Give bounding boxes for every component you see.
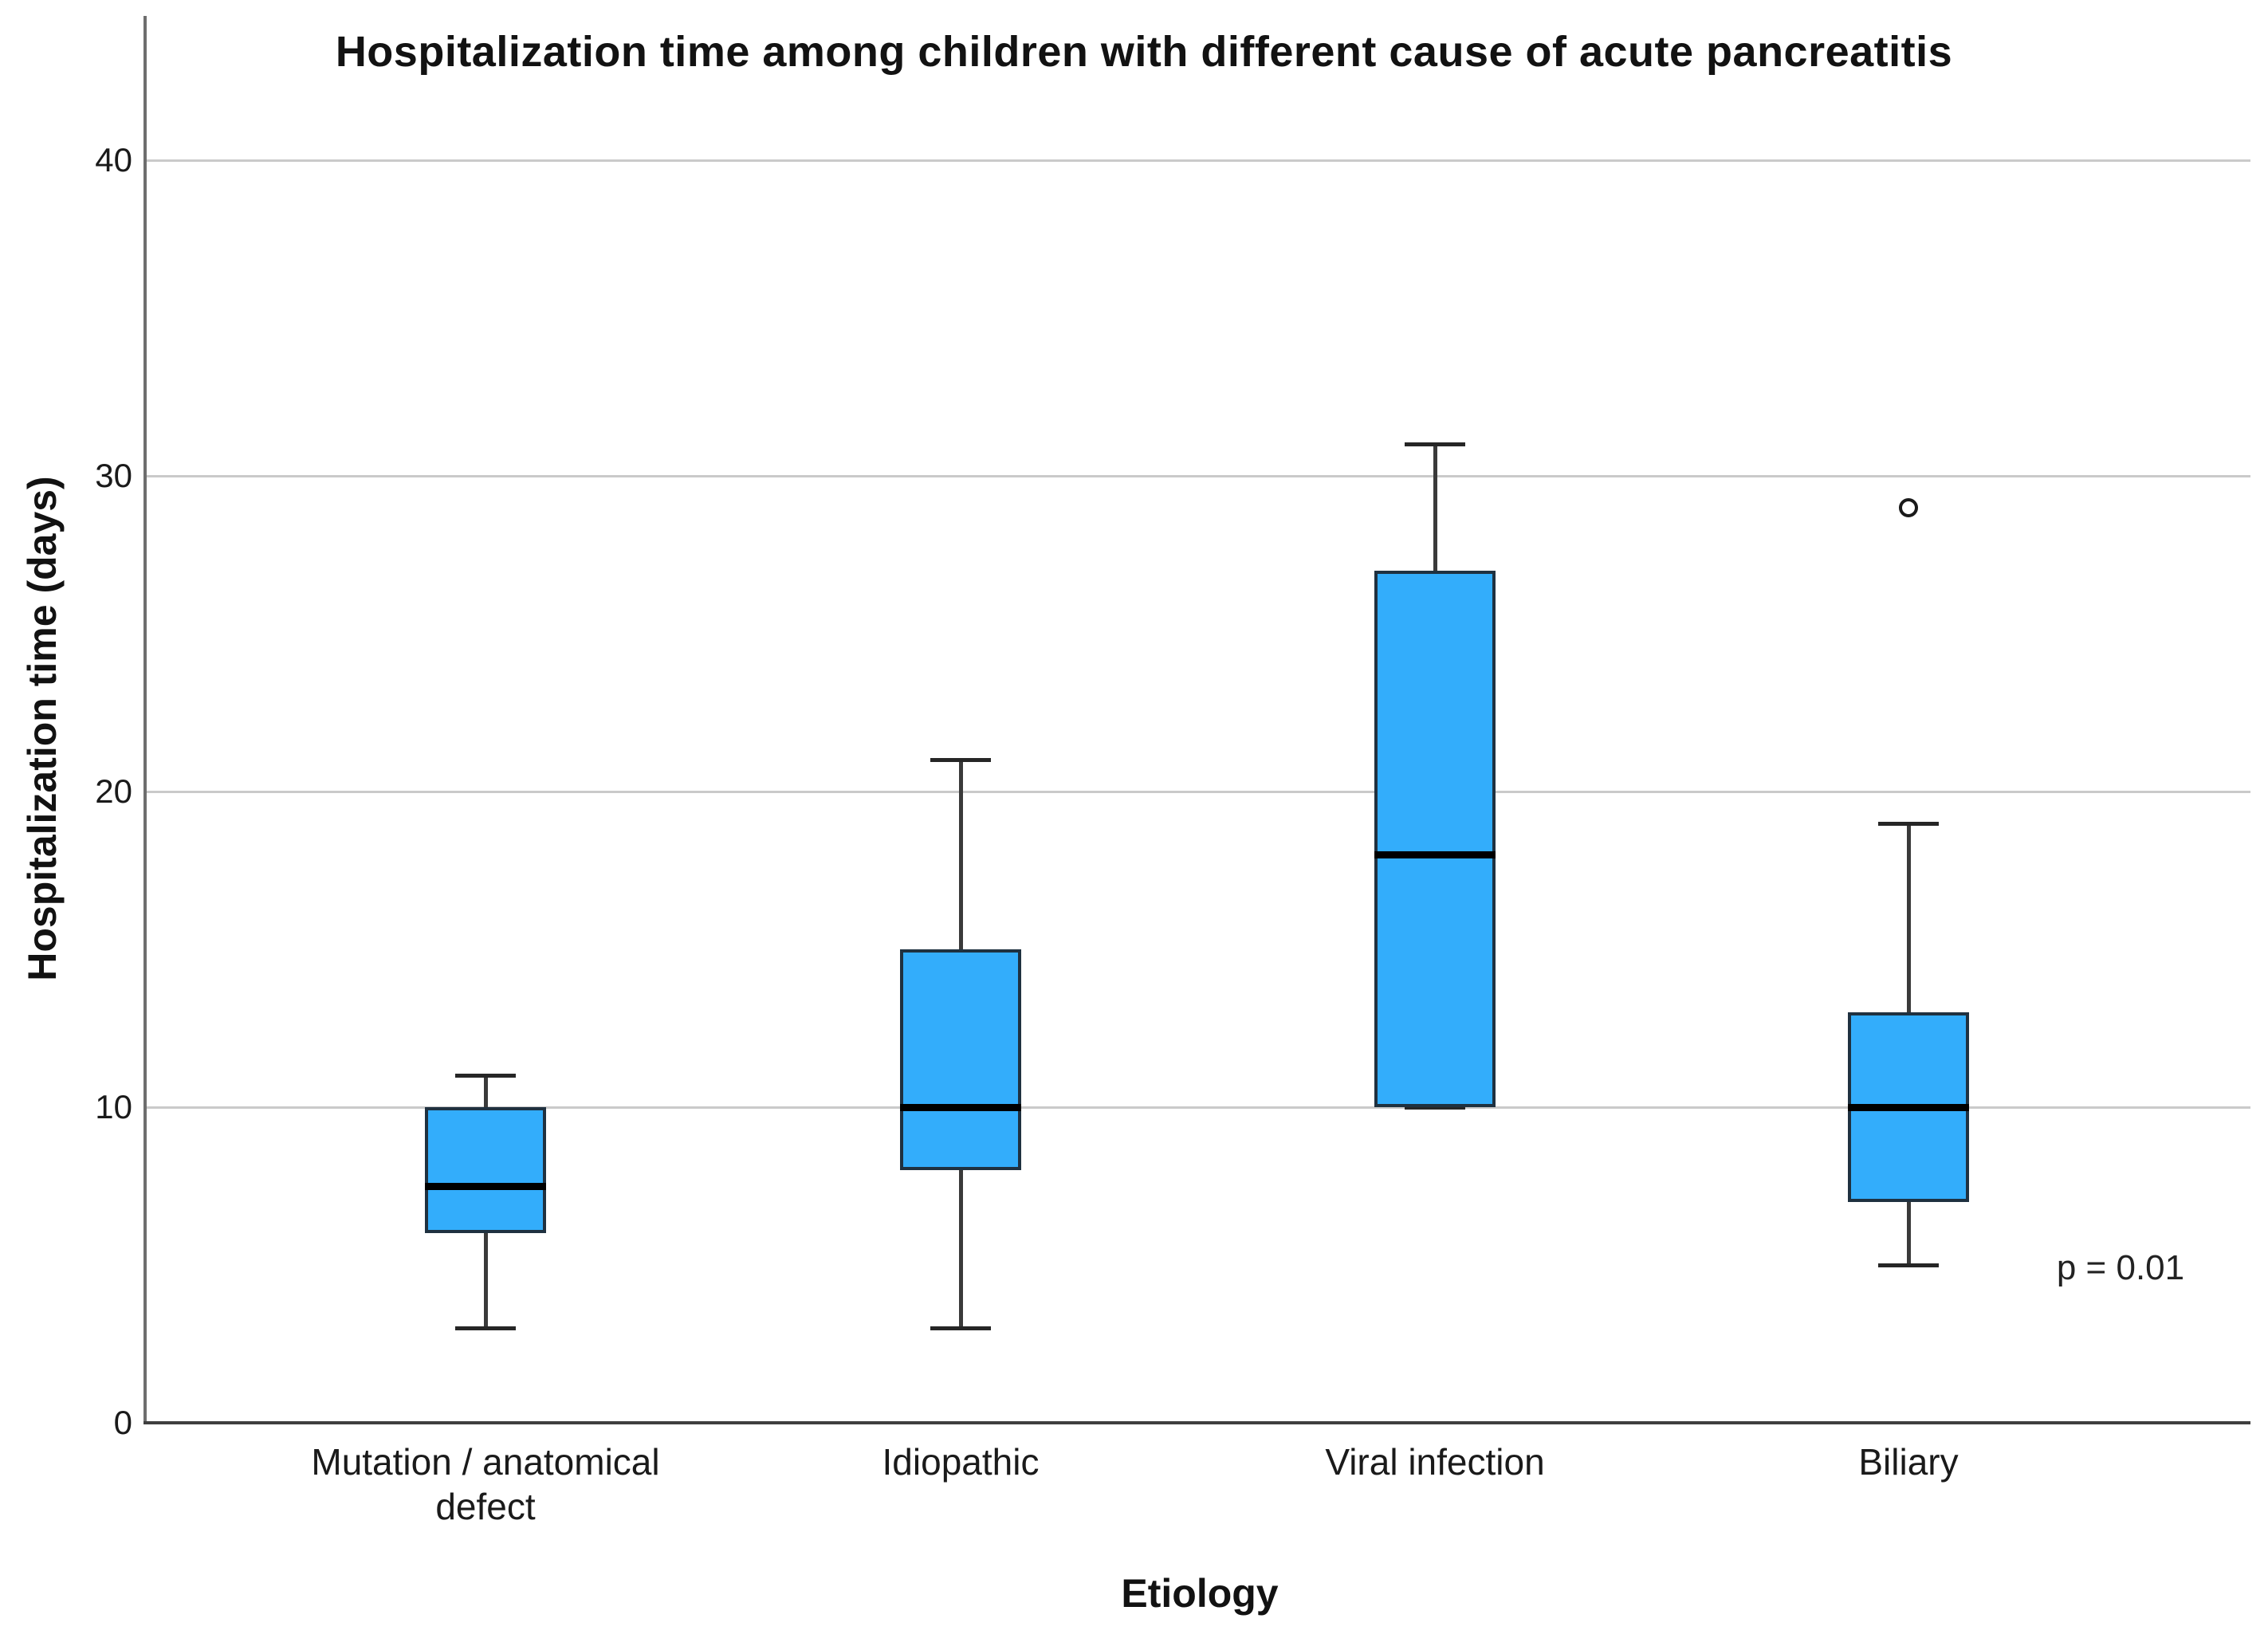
lower-whisker-stem: [484, 1233, 488, 1329]
upper-whisker-stem: [959, 760, 963, 949]
iqr-box: [900, 949, 1021, 1171]
lower-whisker-cap: [1405, 1106, 1465, 1110]
x-axis-line: [143, 1421, 2250, 1424]
x-tick-label-biliary: Biliary: [1858, 1441, 1959, 1483]
lower-whisker-cap: [455, 1326, 516, 1331]
upper-whisker-stem: [1907, 823, 1911, 1013]
upper-whisker-stem: [1433, 444, 1437, 571]
y-tick-label-0: 0: [113, 1404, 132, 1441]
gridline-20: [145, 791, 2250, 793]
gridline-40: [145, 159, 2250, 162]
median-line: [1848, 1104, 1969, 1111]
x-axis-title: Etiology: [1121, 1571, 1279, 1616]
lower-whisker-cap: [930, 1326, 991, 1331]
x-tick-label-mutation-anatomical-defect: Mutation / anatomical defect: [311, 1441, 660, 1527]
lower-whisker-cap: [1878, 1263, 1939, 1267]
upper-whisker-cap: [1878, 821, 1939, 826]
gridline-10: [145, 1106, 2250, 1109]
upper-whisker-cap: [1405, 442, 1465, 447]
upper-whisker-cap: [930, 758, 991, 763]
y-tick-label-30: 30: [95, 457, 132, 494]
iqr-box: [425, 1107, 546, 1234]
median-line: [1374, 851, 1496, 859]
median-line: [425, 1183, 546, 1190]
chart-title: Hospitalization time among children with…: [335, 28, 1953, 76]
upper-whisker-stem: [484, 1075, 488, 1107]
y-axis-line: [143, 16, 147, 1424]
x-tick-label-idiopathic: Idiopathic: [882, 1441, 1040, 1483]
lower-whisker-stem: [1907, 1201, 1911, 1265]
median-line: [900, 1104, 1021, 1111]
upper-whisker-cap: [455, 1074, 516, 1078]
iqr-box: [1374, 570, 1496, 1107]
p-value-annotation: p = 0.01: [2056, 1248, 2185, 1287]
y-tick-label-10: 10: [95, 1088, 132, 1125]
outlier-point-0: [1899, 497, 1918, 517]
y-tick-label-20: 20: [95, 772, 132, 810]
y-tick-label-40: 40: [95, 141, 132, 179]
gridline-30: [145, 475, 2250, 477]
x-tick-label-viral-infection: Viral infection: [1325, 1441, 1545, 1483]
lower-whisker-stem: [959, 1170, 963, 1329]
